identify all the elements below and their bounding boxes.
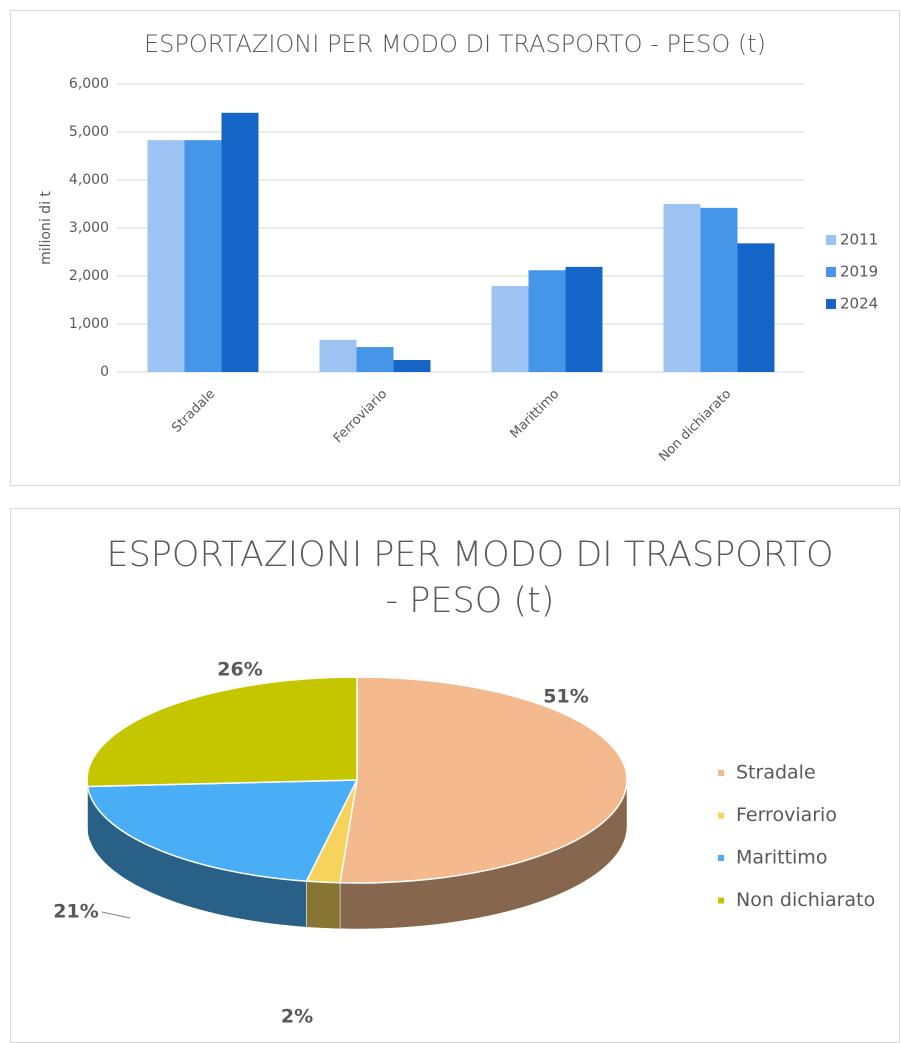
- bar-title: ESPORTAZIONI PER MODO DI TRASPORTO - PES…: [143, 30, 766, 58]
- pie-slice: [86, 676, 358, 788]
- legend-label: Ferroviario: [736, 804, 837, 826]
- legend-label: 2019: [840, 263, 878, 281]
- y-tick-label: 3,000: [69, 220, 109, 236]
- y-tick-label: 1,000: [69, 316, 109, 332]
- pie-slice: [86, 779, 359, 882]
- legend-label: Marittimo: [736, 847, 827, 869]
- x-tick-label: Non dichiarato: [656, 387, 734, 465]
- legend-marker: [718, 855, 724, 861]
- leader-line: [101, 911, 131, 919]
- pie-title: ESPORTAZIONI PER MODO DI TRASPORTO - PES…: [106, 535, 834, 621]
- bar: [147, 140, 185, 372]
- y-tick-label: 6,000: [69, 76, 109, 92]
- bar: [356, 347, 394, 372]
- legend-marker: [718, 770, 724, 776]
- data-label: 51%: [543, 686, 588, 708]
- x-tick-label: Ferroviario: [331, 387, 390, 446]
- bar: [184, 140, 222, 372]
- legend-label: Stradale: [736, 762, 816, 784]
- data-label: 2%: [281, 1006, 313, 1028]
- bar: [737, 243, 775, 372]
- bar: [528, 270, 566, 372]
- y-tick-label: 4,000: [69, 172, 109, 188]
- bar: [700, 207, 738, 372]
- pie-side: [306, 880, 341, 930]
- bar: [663, 204, 701, 372]
- data-label: 21%: [53, 901, 98, 923]
- bar: [491, 286, 529, 372]
- bar: [221, 112, 259, 373]
- bar: [319, 339, 357, 372]
- legend-marker: [826, 235, 836, 245]
- x-tick-label: Marittimo: [507, 387, 562, 442]
- x-tick-label: Stradale: [169, 387, 218, 436]
- legend-label: 2011: [840, 231, 878, 249]
- pie-slice: [339, 676, 628, 884]
- legend-marker: [718, 812, 724, 819]
- bar: [565, 266, 603, 372]
- legend-label: 2024: [840, 295, 878, 313]
- y-tick-label: 2,000: [69, 268, 109, 284]
- data-label: 26%: [217, 659, 262, 681]
- legend-marker: [826, 267, 836, 277]
- y-tick-label: 5,000: [69, 124, 109, 140]
- legend-marker: [718, 897, 724, 904]
- legend-marker: [826, 299, 836, 309]
- y-tick-label: 0: [100, 364, 109, 380]
- legend-label: Non dichiarato: [736, 889, 875, 911]
- bar: [393, 360, 431, 372]
- y-axis-label: milioni di t: [38, 191, 54, 265]
